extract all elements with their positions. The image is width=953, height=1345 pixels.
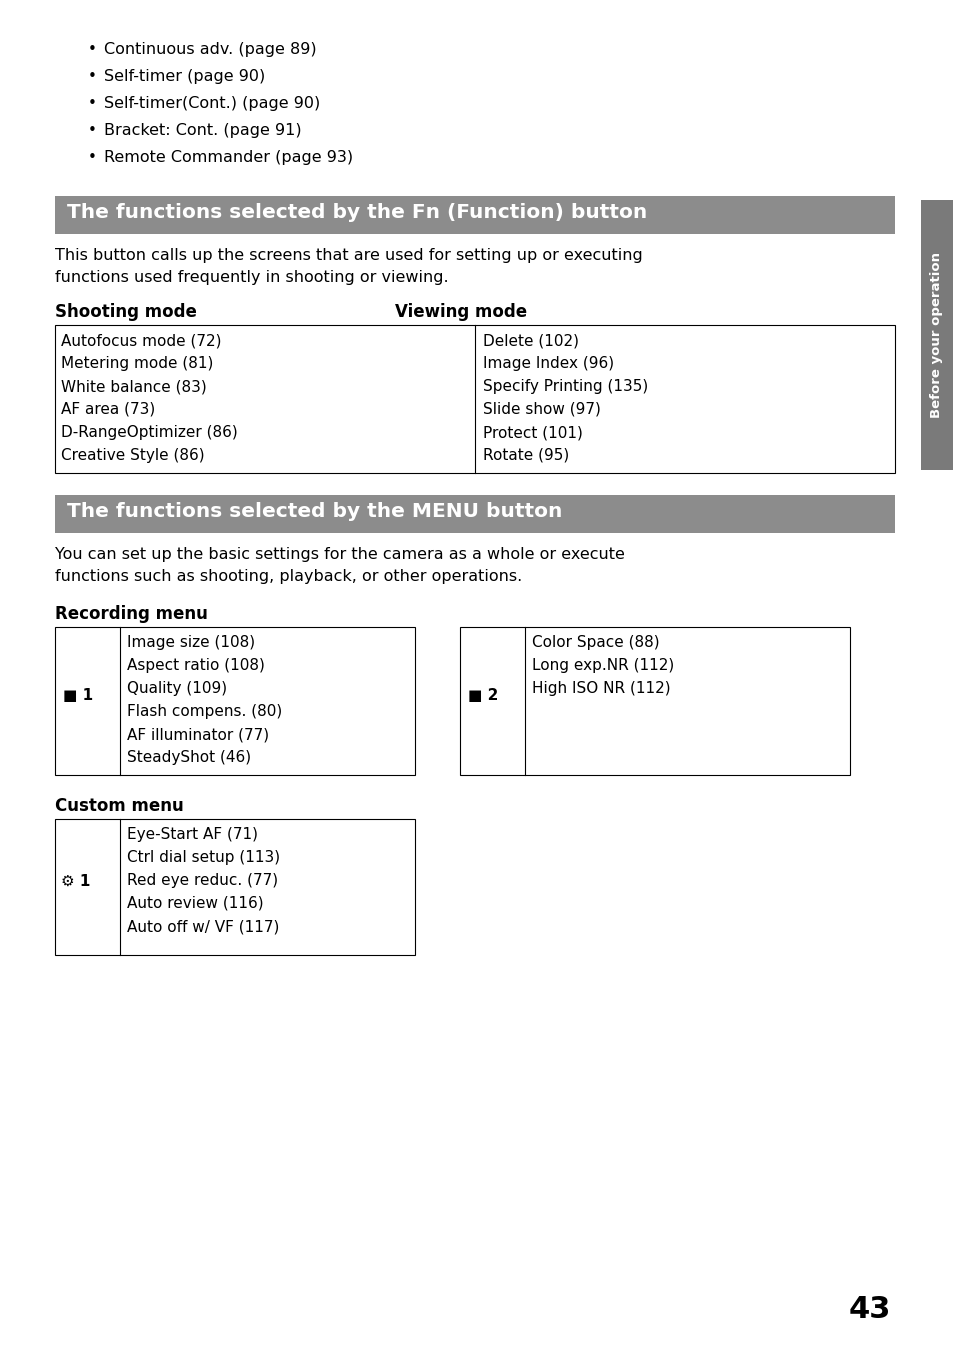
Text: Viewing mode: Viewing mode xyxy=(395,303,527,321)
Text: Before your operation: Before your operation xyxy=(929,252,943,418)
Bar xyxy=(55,325,894,473)
Text: Custom menu: Custom menu xyxy=(55,798,184,815)
Text: White balance (83): White balance (83) xyxy=(61,379,207,394)
Text: AF illuminator (77): AF illuminator (77) xyxy=(127,728,269,742)
Text: Color Space (88): Color Space (88) xyxy=(532,635,659,650)
Text: Shooting mode: Shooting mode xyxy=(55,303,196,321)
Text: Remote Commander (page 93): Remote Commander (page 93) xyxy=(104,151,353,165)
Text: Flash compens. (80): Flash compens. (80) xyxy=(127,703,282,720)
Bar xyxy=(459,627,849,775)
Bar xyxy=(55,627,415,775)
Text: You can set up the basic settings for the camera as a whole or execute: You can set up the basic settings for th… xyxy=(55,547,624,562)
Text: functions such as shooting, playback, or other operations.: functions such as shooting, playback, or… xyxy=(55,569,521,584)
Text: ■ 2: ■ 2 xyxy=(468,687,497,702)
Text: Long exp.NR (112): Long exp.NR (112) xyxy=(532,658,674,672)
Bar xyxy=(55,819,415,955)
Text: 43: 43 xyxy=(848,1295,890,1325)
Text: Quality (109): Quality (109) xyxy=(127,681,227,695)
Text: The functions selected by the Fn (Function) button: The functions selected by the Fn (Functi… xyxy=(67,203,646,222)
Bar xyxy=(920,200,953,469)
Text: Specify Printing (135): Specify Printing (135) xyxy=(482,379,648,394)
Text: •: • xyxy=(88,42,97,56)
Text: Metering mode (81): Metering mode (81) xyxy=(61,356,213,371)
Text: SteadyShot (46): SteadyShot (46) xyxy=(127,751,251,765)
Text: Recording menu: Recording menu xyxy=(55,605,208,623)
Text: •: • xyxy=(88,95,97,112)
Text: Image size (108): Image size (108) xyxy=(127,635,254,650)
Text: Red eye reduc. (77): Red eye reduc. (77) xyxy=(127,873,278,888)
Text: Self-timer (page 90): Self-timer (page 90) xyxy=(104,69,265,83)
Text: Continuous adv. (page 89): Continuous adv. (page 89) xyxy=(104,42,316,56)
Text: Delete (102): Delete (102) xyxy=(482,334,578,348)
Text: •: • xyxy=(88,122,97,139)
Text: Creative Style (86): Creative Style (86) xyxy=(61,448,204,463)
Text: Bracket: Cont. (page 91): Bracket: Cont. (page 91) xyxy=(104,122,301,139)
Text: Ctrl dial setup (113): Ctrl dial setup (113) xyxy=(127,850,280,865)
Text: functions used frequently in shooting or viewing.: functions used frequently in shooting or… xyxy=(55,270,448,285)
Text: ■ 1: ■ 1 xyxy=(63,687,93,702)
Text: Protect (101): Protect (101) xyxy=(482,425,582,440)
Text: •: • xyxy=(88,69,97,83)
Text: •: • xyxy=(88,151,97,165)
Text: Slide show (97): Slide show (97) xyxy=(482,402,600,417)
Text: This button calls up the screens that are used for setting up or executing: This button calls up the screens that ar… xyxy=(55,247,642,264)
Text: Autofocus mode (72): Autofocus mode (72) xyxy=(61,334,221,348)
Text: High ISO NR (112): High ISO NR (112) xyxy=(532,681,670,695)
Bar xyxy=(55,495,894,533)
Text: D-RangeOptimizer (86): D-RangeOptimizer (86) xyxy=(61,425,237,440)
Text: Rotate (95): Rotate (95) xyxy=(482,448,569,463)
Text: AF area (73): AF area (73) xyxy=(61,402,155,417)
Bar xyxy=(55,196,894,234)
Text: Auto review (116): Auto review (116) xyxy=(127,896,263,911)
Text: The functions selected by the MENU button: The functions selected by the MENU butto… xyxy=(67,502,561,521)
Text: Aspect ratio (108): Aspect ratio (108) xyxy=(127,658,265,672)
Text: Self-timer(Cont.) (page 90): Self-timer(Cont.) (page 90) xyxy=(104,95,320,112)
Text: Eye-Start AF (71): Eye-Start AF (71) xyxy=(127,827,257,842)
Text: ⚙ 1: ⚙ 1 xyxy=(61,873,91,889)
Text: Image Index (96): Image Index (96) xyxy=(482,356,614,371)
Text: Auto off w/ VF (117): Auto off w/ VF (117) xyxy=(127,919,279,933)
